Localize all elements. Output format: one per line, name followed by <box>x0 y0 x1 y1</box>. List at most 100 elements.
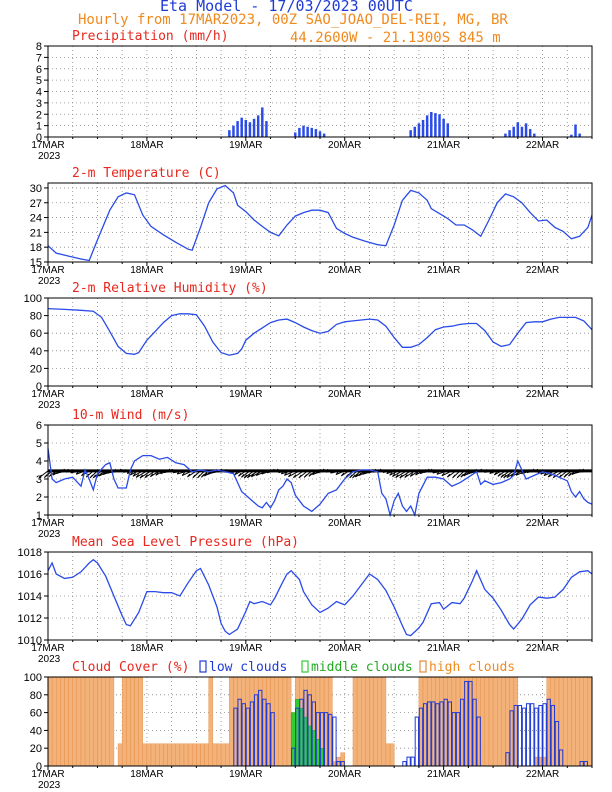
wind-barb-feather <box>187 473 191 478</box>
year-label: 2023 <box>38 400 61 411</box>
high-cloud-bar <box>76 676 82 767</box>
high-cloud-bar <box>154 743 160 767</box>
rh-line <box>47 307 593 356</box>
y-tick-label: 3 <box>36 98 42 110</box>
precip-bar <box>512 126 515 137</box>
high-cloud-bar <box>196 743 201 767</box>
y-tick-label: 1016 <box>18 569 42 581</box>
wind-barb-feather <box>139 474 143 479</box>
wind-barb-feather <box>89 474 94 479</box>
x-tick-label: 22MAR <box>526 518 559 529</box>
high-cloud-bar <box>567 676 572 767</box>
y-tick-label: 3 <box>36 474 42 486</box>
high-cloud-bar <box>389 743 395 767</box>
year-label: 2023 <box>38 529 61 540</box>
x-tick-label: 20MAR <box>328 389 361 400</box>
wind-barb-feather <box>415 471 419 476</box>
high-cloud-bar <box>369 676 374 767</box>
precip-title: Precipitation (mm/h) <box>72 29 229 44</box>
low-cloud-bar <box>414 716 420 767</box>
wind-barb-feather <box>547 473 552 478</box>
wind-barb-feather <box>192 474 196 479</box>
high-cloud-bar <box>484 676 490 767</box>
high-cloud-bar <box>208 676 214 767</box>
y-tick-label: 5 <box>36 438 42 450</box>
wind-barb-feather <box>243 474 248 479</box>
precip-bar <box>244 119 248 137</box>
y-tick-label: 60 <box>30 708 42 720</box>
high-cloud-bar <box>171 743 176 767</box>
high-cloud-bar <box>492 676 498 767</box>
high-cloud-bar <box>72 676 78 767</box>
y-tick-label: 15 <box>30 257 42 269</box>
high-cloud-bar <box>146 743 152 767</box>
x-tick-label: 19MAR <box>229 769 262 780</box>
legend-swatch <box>301 660 309 673</box>
x-tick-label: 20MAR <box>328 265 361 276</box>
wind-barb-feather <box>303 474 308 478</box>
high-cloud-bar <box>365 676 370 767</box>
high-cloud-bar <box>501 676 506 767</box>
year-label: 2023 <box>38 654 61 665</box>
wind-barb-feather <box>241 473 245 478</box>
high-cloud-bar <box>138 676 143 767</box>
x-tick-label: 18MAR <box>130 518 163 529</box>
x-tick-label: 21MAR <box>427 389 460 400</box>
location-line: Hourly from 17MAR2023, 00Z SAO_JOAO_DEL-… <box>78 12 508 28</box>
wind-barb-feather <box>399 474 403 479</box>
wind-barb-feather <box>284 472 288 476</box>
x-tick-label: 20MAR <box>328 769 361 780</box>
x-tick-label: 18MAR <box>130 389 163 400</box>
y-tick-label: 60 <box>30 328 42 340</box>
wind-barb-feather <box>204 472 208 477</box>
plot-frame <box>47 182 593 263</box>
x-tick-label: 22MAR <box>526 265 559 276</box>
high-cloud-bar <box>381 676 387 767</box>
y-tick-label: 1018 <box>18 547 42 559</box>
high-cloud-bar <box>117 743 123 767</box>
high-cloud-bar <box>204 743 209 767</box>
high-cloud-bar <box>192 743 197 767</box>
x-tick-label: 21MAR <box>427 518 460 529</box>
y-tick-label: 2 <box>36 492 42 504</box>
temp-line <box>47 184 593 262</box>
x-tick-label: 21MAR <box>427 769 460 780</box>
wind-barb-feather <box>288 473 292 478</box>
high-cloud-bar <box>89 676 94 767</box>
x-tick-label: 19MAR <box>229 140 262 151</box>
precip-bar <box>430 111 433 137</box>
wind-barb-feather <box>92 474 97 479</box>
wind-barb-feather <box>497 473 501 477</box>
wind-barb-feather <box>129 471 134 476</box>
high-cloud-bar <box>93 676 98 767</box>
y-tick-label: 40 <box>30 725 42 737</box>
wind-barb-feather <box>197 474 201 479</box>
x-tick-label: 21MAR <box>427 643 460 654</box>
high-cloud-bar <box>175 743 181 767</box>
wind-barb-feather <box>389 471 393 476</box>
wind-barb-feather <box>493 471 498 476</box>
x-tick-label: 20MAR <box>328 140 361 151</box>
low-cloud-bar <box>530 703 535 767</box>
precip-bar <box>228 130 231 137</box>
high-cloud-bar <box>126 676 131 767</box>
x-tick-label: 17MAR <box>31 643 64 654</box>
precip-bar <box>438 114 441 137</box>
wind-barb-feather <box>392 473 396 477</box>
high-cloud-bar <box>167 743 172 767</box>
precip-bar <box>421 119 425 137</box>
high-cloud-bar <box>562 676 568 767</box>
high-cloud-bar <box>274 676 279 767</box>
high-cloud-bar <box>150 743 156 767</box>
y-tick-label: 8 <box>36 41 42 53</box>
x-tick-label: 18MAR <box>130 140 163 151</box>
wind-barb-feather <box>452 474 456 479</box>
y-tick-label: 6 <box>36 420 42 432</box>
low-cloud-bar <box>332 716 337 767</box>
cloud-title: Cloud Cover (%) <box>72 660 189 675</box>
y-tick-label: 80 <box>30 311 42 323</box>
y-tick-label: 1 <box>36 121 42 133</box>
y-tick-label: 2 <box>36 109 42 121</box>
x-tick-label: 19MAR <box>229 643 262 654</box>
